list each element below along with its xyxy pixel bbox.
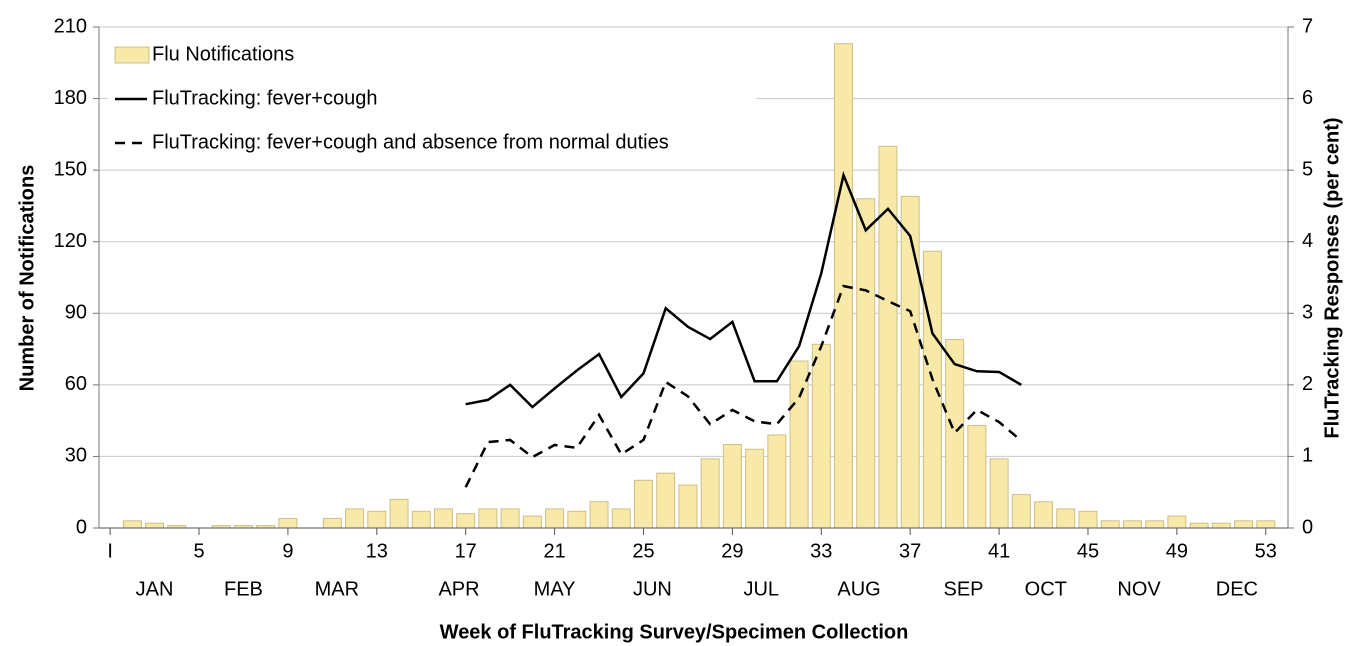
month-label: JAN xyxy=(136,578,174,600)
bar xyxy=(1234,520,1254,529)
x-tick-label: 33 xyxy=(810,540,832,562)
bar xyxy=(1189,522,1209,529)
y-tick-label: 180 xyxy=(54,87,87,109)
bar xyxy=(1211,522,1231,529)
x-tick-label: 9 xyxy=(282,540,293,562)
x-axis-title: Week of FluTracking Survey/Specimen Coll… xyxy=(440,621,909,643)
y2-tick-label: 1 xyxy=(1302,445,1313,467)
y-tick-label: 120 xyxy=(54,230,87,252)
y-tick-label: 150 xyxy=(54,158,87,180)
bar xyxy=(611,508,631,529)
bar xyxy=(1122,520,1142,529)
bar xyxy=(545,508,565,529)
bar xyxy=(1011,494,1031,529)
y-tick-label: 30 xyxy=(65,445,87,467)
bar xyxy=(1100,520,1120,529)
legend-swatch xyxy=(114,46,150,64)
bar xyxy=(322,517,342,529)
bar xyxy=(922,250,942,529)
x-tick-label: 41 xyxy=(988,540,1010,562)
y2-tick-label: 4 xyxy=(1302,230,1313,252)
bar xyxy=(1167,515,1187,529)
bar xyxy=(1034,501,1054,529)
bar xyxy=(1056,508,1076,529)
bar xyxy=(433,508,453,529)
x-tick-label: 5 xyxy=(193,540,204,562)
legend-label: Flu Notifications xyxy=(152,43,294,65)
bar xyxy=(745,448,765,529)
y-axis-title: Number of Notifications xyxy=(16,165,38,392)
month-label: AUG xyxy=(837,578,880,600)
x-tick-label: 13 xyxy=(366,540,388,562)
month-label: APR xyxy=(438,578,479,600)
bar xyxy=(989,458,1009,529)
bar xyxy=(1256,520,1276,529)
y-tick-label: 0 xyxy=(76,516,87,538)
month-label: SEP xyxy=(944,578,984,600)
y2-tick-label: 3 xyxy=(1302,302,1313,324)
bar xyxy=(478,508,498,529)
bar xyxy=(145,522,165,529)
month-label: MAR xyxy=(315,578,359,600)
month-label: JUL xyxy=(743,578,779,600)
bar xyxy=(656,472,676,529)
bar xyxy=(1078,510,1098,529)
month-label: OCT xyxy=(1025,578,1067,600)
bar xyxy=(900,195,920,529)
bar xyxy=(633,479,653,529)
month-label: JUN xyxy=(633,578,672,600)
bar xyxy=(522,515,542,529)
bar xyxy=(389,498,409,529)
y-tick-label: 90 xyxy=(65,302,87,324)
y2-axis-title: FluTracking Responses (per cent) xyxy=(1321,117,1343,438)
x-tick-label: I xyxy=(107,540,113,562)
legend-bg xyxy=(108,36,756,160)
x-tick-label: 53 xyxy=(1255,540,1277,562)
line xyxy=(465,170,1022,409)
x-tick-label: 49 xyxy=(1166,540,1188,562)
bar xyxy=(411,510,431,529)
y2-tick-label: 2 xyxy=(1302,373,1313,395)
bar xyxy=(678,484,698,529)
x-tick-label: 45 xyxy=(1077,540,1099,562)
y-tick-label: 210 xyxy=(54,15,87,37)
month-label: NOV xyxy=(1117,578,1161,600)
bar xyxy=(589,501,609,529)
bar xyxy=(122,520,142,529)
bar xyxy=(700,458,720,529)
bar xyxy=(856,198,876,529)
y2-tick-label: 7 xyxy=(1302,15,1313,37)
month-label: MAY xyxy=(534,578,576,600)
legend-label: FluTracking: fever+cough xyxy=(152,87,377,109)
bar xyxy=(811,343,831,529)
bar xyxy=(367,510,387,529)
y-tick-label: 60 xyxy=(65,373,87,395)
x-tick-label: 17 xyxy=(455,540,477,562)
bar xyxy=(789,360,809,529)
bar xyxy=(878,145,898,529)
bar xyxy=(345,508,365,529)
legend-label: FluTracking: fever+cough and absence fro… xyxy=(152,131,669,153)
x-tick-label: 25 xyxy=(632,540,654,562)
y2-tick-label: 0 xyxy=(1302,516,1313,538)
bar xyxy=(967,424,987,529)
month-label: FEB xyxy=(224,578,263,600)
y2-tick-label: 6 xyxy=(1302,87,1313,109)
bar xyxy=(500,508,520,529)
bar xyxy=(278,517,298,529)
x-tick-label: 37 xyxy=(899,540,921,562)
bar xyxy=(1145,520,1165,529)
month-label: DEC xyxy=(1216,578,1258,600)
bar xyxy=(567,510,587,529)
bar xyxy=(722,444,742,529)
bar xyxy=(945,339,965,529)
bar xyxy=(767,434,787,529)
y2-tick-label: 5 xyxy=(1302,158,1313,180)
x-tick-label: 29 xyxy=(721,540,743,562)
x-tick-label: 21 xyxy=(543,540,565,562)
bar xyxy=(456,513,476,529)
